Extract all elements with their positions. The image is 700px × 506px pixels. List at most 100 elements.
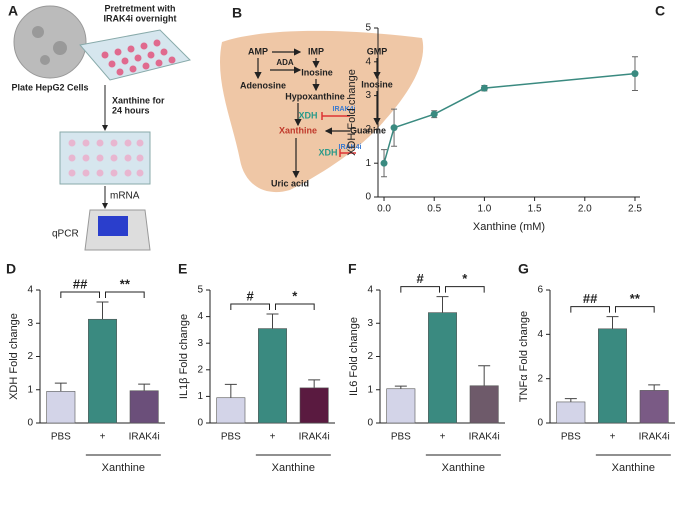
bar [88,318,117,424]
y-axis-label: IL1β Fold change [178,314,190,399]
chart: G 0 2 4 6 TNFα Fold change PBS + IRAK4i Xanthine #… [518,261,675,474]
bar [129,390,159,424]
x-tick-label: + [610,432,616,443]
bar [469,385,499,424]
x-tick-label: IRAK4i [299,432,330,443]
significance-label: ## [583,291,598,306]
pathway-label: Inosine [361,79,393,89]
point [631,70,639,78]
error-bar [436,296,449,313]
pathway-label: Inosine [301,67,333,77]
y-tick-label: 3 [365,90,371,101]
y-tick-label: 4 [365,56,371,67]
qpcr-text: qPCR [52,229,79,240]
pretreat-text: IRAK4i overnight [103,13,176,23]
mrna-text: mRNA [110,191,140,202]
y-tick-label: 0 [537,418,543,429]
x-tick-label: IRAK4i [639,432,670,443]
pathway-label: Xanthine [279,125,317,135]
error-bar [564,398,577,402]
x-tick-label: + [440,432,446,443]
significance-label: # [417,271,425,286]
panel-label: A [8,3,18,19]
y-tick-label: 1 [197,391,203,402]
x-tick-label: PBS [51,432,71,443]
pathway-label: GMP [367,46,388,56]
point [430,110,438,118]
error-bar [54,382,67,392]
y-tick-label: 3 [367,318,373,329]
bar [46,391,76,424]
y-tick-label: 2 [197,364,203,375]
pathway-label: Adenosine [240,80,286,90]
y-tick-label: 2 [367,351,373,362]
x-tick-label: 2.0 [578,204,592,215]
pathway-arrows [254,48,381,179]
y-tick-label: 2 [537,373,543,384]
bar [386,388,416,424]
cell [40,55,50,65]
point [380,159,388,167]
x-tick-label: 1.0 [477,204,491,215]
cell-dish [13,5,87,79]
inhibition [321,112,356,157]
pathway-label: AMP [248,46,268,56]
significance-label: * [292,288,298,303]
significance-label: ** [630,291,641,306]
group-label: Xanthine [102,462,145,474]
error-bar [394,385,407,389]
x-tick-label: 1.5 [528,204,542,215]
y-tick-label: 4 [537,329,543,340]
y-tick-label: 2 [365,124,371,135]
group-label: Xanthine [442,462,485,474]
pathway-label: XDH [318,147,337,157]
pathway-label: Guanine [350,125,386,135]
x-axis-label: Xanthine (mM) [473,221,545,233]
pretreat-text: Pretretment with [104,3,175,13]
pathway-label: IRAK4i [333,106,356,113]
y-axis-label: XDH Fold change [346,69,358,156]
pathway-label: XDH [298,110,317,120]
significance-label: * [462,271,468,286]
y-tick-label: 4 [367,285,373,296]
error-bar [266,313,279,329]
y-tick-label: 5 [365,23,371,34]
plate-text: Plate HepG2 Cells [11,82,88,92]
line [383,72,636,164]
panel-label: E [178,261,187,277]
y-tick-label: 1 [367,384,373,395]
error-bar [96,301,109,320]
bar [598,328,627,424]
x-tick-label: 0.0 [377,204,391,215]
panel-label: F [348,261,357,277]
y-tick-label: 4 [197,311,203,322]
bar [299,387,329,424]
point [480,84,488,92]
error-bar [138,383,151,391]
x-tick-label: PBS [391,432,411,443]
panel-label: G [518,261,529,277]
group-label: Xanthine [612,462,655,474]
significance-bracket [105,291,145,298]
bar [556,401,586,424]
chart: D 0 1 2 3 4 XDH Fold change PBS + IRAK4i Xanthine #… [6,261,165,474]
chart: F 0 1 2 3 4 IL6 Fold change PBS + IRAK4i Xanthine #… [348,261,505,474]
y-axis-label: IL6 Fold change [348,317,360,396]
y-tick-label: 0 [197,418,203,429]
cell [53,41,67,55]
x-tick-label: 0.5 [427,204,441,215]
significance-bracket [445,286,485,293]
significance-bracket [60,291,100,298]
pathway-label: IRAK4i [339,144,362,151]
y-tick-label: 2 [27,351,33,362]
significance-label: # [247,288,255,303]
significance-bracket [570,306,610,313]
significance-bracket [230,303,270,310]
error-bar [308,379,321,388]
error-bar [478,365,491,386]
pathway-label: IMP [308,46,324,56]
panel-label: D [6,261,16,277]
y-tick-label: 6 [537,285,543,296]
y-tick-label: 1 [365,158,371,169]
